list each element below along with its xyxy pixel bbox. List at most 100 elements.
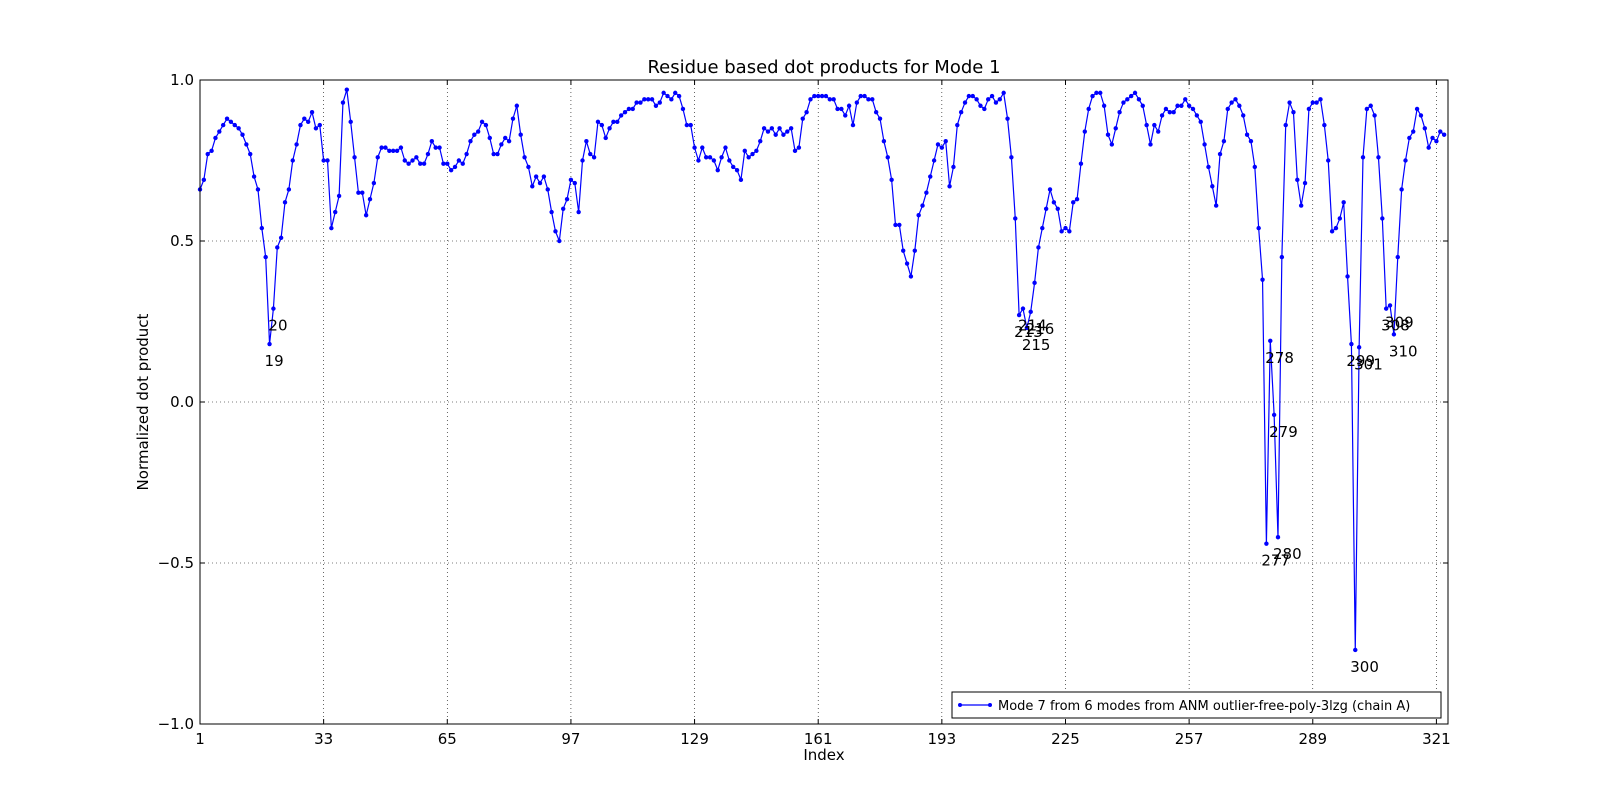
data-point <box>773 132 778 137</box>
data-point <box>1279 254 1285 260</box>
data-point <box>816 93 821 99</box>
data-point <box>1202 142 1207 147</box>
data-point <box>1101 103 1107 108</box>
data-point <box>877 116 883 121</box>
data-point <box>336 193 342 199</box>
data-point <box>487 135 492 141</box>
data-point <box>1113 126 1118 131</box>
data-point <box>255 187 261 192</box>
data-point <box>1337 216 1343 221</box>
point-annotation: 278 <box>1265 349 1294 367</box>
data-point <box>1140 103 1145 108</box>
data-point <box>506 138 512 144</box>
data-point <box>580 158 585 163</box>
data-point <box>475 129 481 134</box>
data-point <box>843 113 848 118</box>
data-point <box>1225 106 1230 112</box>
data-point <box>626 106 632 112</box>
data-point <box>240 132 245 137</box>
data-point <box>684 122 690 128</box>
data-point <box>201 177 207 183</box>
data-point <box>549 209 554 215</box>
data-point <box>785 129 790 134</box>
data-point <box>398 145 404 150</box>
data-point <box>1256 225 1261 231</box>
data-point <box>711 158 717 163</box>
data-point <box>866 97 871 102</box>
data-point <box>827 97 832 102</box>
data-point <box>244 142 249 147</box>
x-tick-label: 33 <box>314 730 333 748</box>
data-point <box>646 97 651 102</box>
data-point <box>800 116 805 121</box>
data-point <box>1383 306 1389 311</box>
data-point <box>758 138 763 144</box>
data-point <box>642 97 647 102</box>
data-point <box>1326 158 1331 163</box>
data-point <box>715 167 720 173</box>
data-point <box>858 93 863 99</box>
data-point <box>282 200 288 205</box>
data-point <box>1028 309 1033 315</box>
data-point <box>1411 129 1416 134</box>
data-point <box>340 100 346 105</box>
data-point <box>920 203 925 208</box>
y-tick-label: 1.0 <box>170 71 194 89</box>
data-point <box>1306 106 1312 112</box>
data-point <box>371 180 377 186</box>
data-point <box>317 122 322 128</box>
data-point <box>738 177 744 183</box>
data-point <box>390 148 396 154</box>
data-point <box>703 155 709 160</box>
data-point <box>491 151 496 157</box>
data-point <box>205 151 210 157</box>
data-point <box>951 164 956 170</box>
data-point <box>441 161 446 166</box>
data-point <box>1001 90 1006 96</box>
data-point <box>669 97 674 102</box>
data-point <box>908 274 914 279</box>
data-point <box>939 145 945 150</box>
data-point <box>935 142 941 147</box>
x-axis-label: Index <box>803 746 844 764</box>
data-point <box>1024 325 1030 331</box>
data-point <box>503 135 508 141</box>
data-point <box>854 100 860 105</box>
data-point <box>363 213 369 218</box>
data-point <box>595 119 601 125</box>
data-point <box>1229 100 1234 105</box>
data-point <box>1125 97 1130 102</box>
data-point <box>1121 100 1126 105</box>
data-point <box>1163 106 1169 112</box>
x-tick-label: 193 <box>928 730 957 748</box>
data-point <box>530 184 535 189</box>
data-point <box>777 126 782 131</box>
data-point <box>1117 110 1122 115</box>
data-point <box>750 151 755 157</box>
data-point <box>1167 110 1173 115</box>
axis-layer: 1 33 65 97 129 161 193 225 257 289 321 1.0 0.5 0.0 −0.… <box>158 71 1451 748</box>
x-tick-label: 1 <box>195 730 205 748</box>
data-point <box>263 254 268 260</box>
data-point <box>727 158 732 163</box>
data-point <box>943 138 948 144</box>
data-point <box>1179 103 1184 108</box>
data-point <box>275 245 280 250</box>
data-point <box>1356 345 1362 350</box>
data-point <box>418 161 423 166</box>
data-point <box>688 122 693 128</box>
data-point <box>1407 135 1412 141</box>
data-point <box>313 126 319 131</box>
point-annotation: 309 <box>1385 313 1414 331</box>
y-axis-label: Normalized dot product <box>134 313 152 490</box>
data-point <box>425 151 431 157</box>
data-point <box>661 90 666 96</box>
data-point <box>294 142 299 147</box>
x-tick-label: 289 <box>1298 730 1327 748</box>
data-point <box>290 158 295 163</box>
data-point <box>916 213 921 218</box>
data-point <box>383 145 388 150</box>
data-point <box>897 222 902 228</box>
data-point <box>321 158 326 163</box>
data-point <box>835 106 840 112</box>
